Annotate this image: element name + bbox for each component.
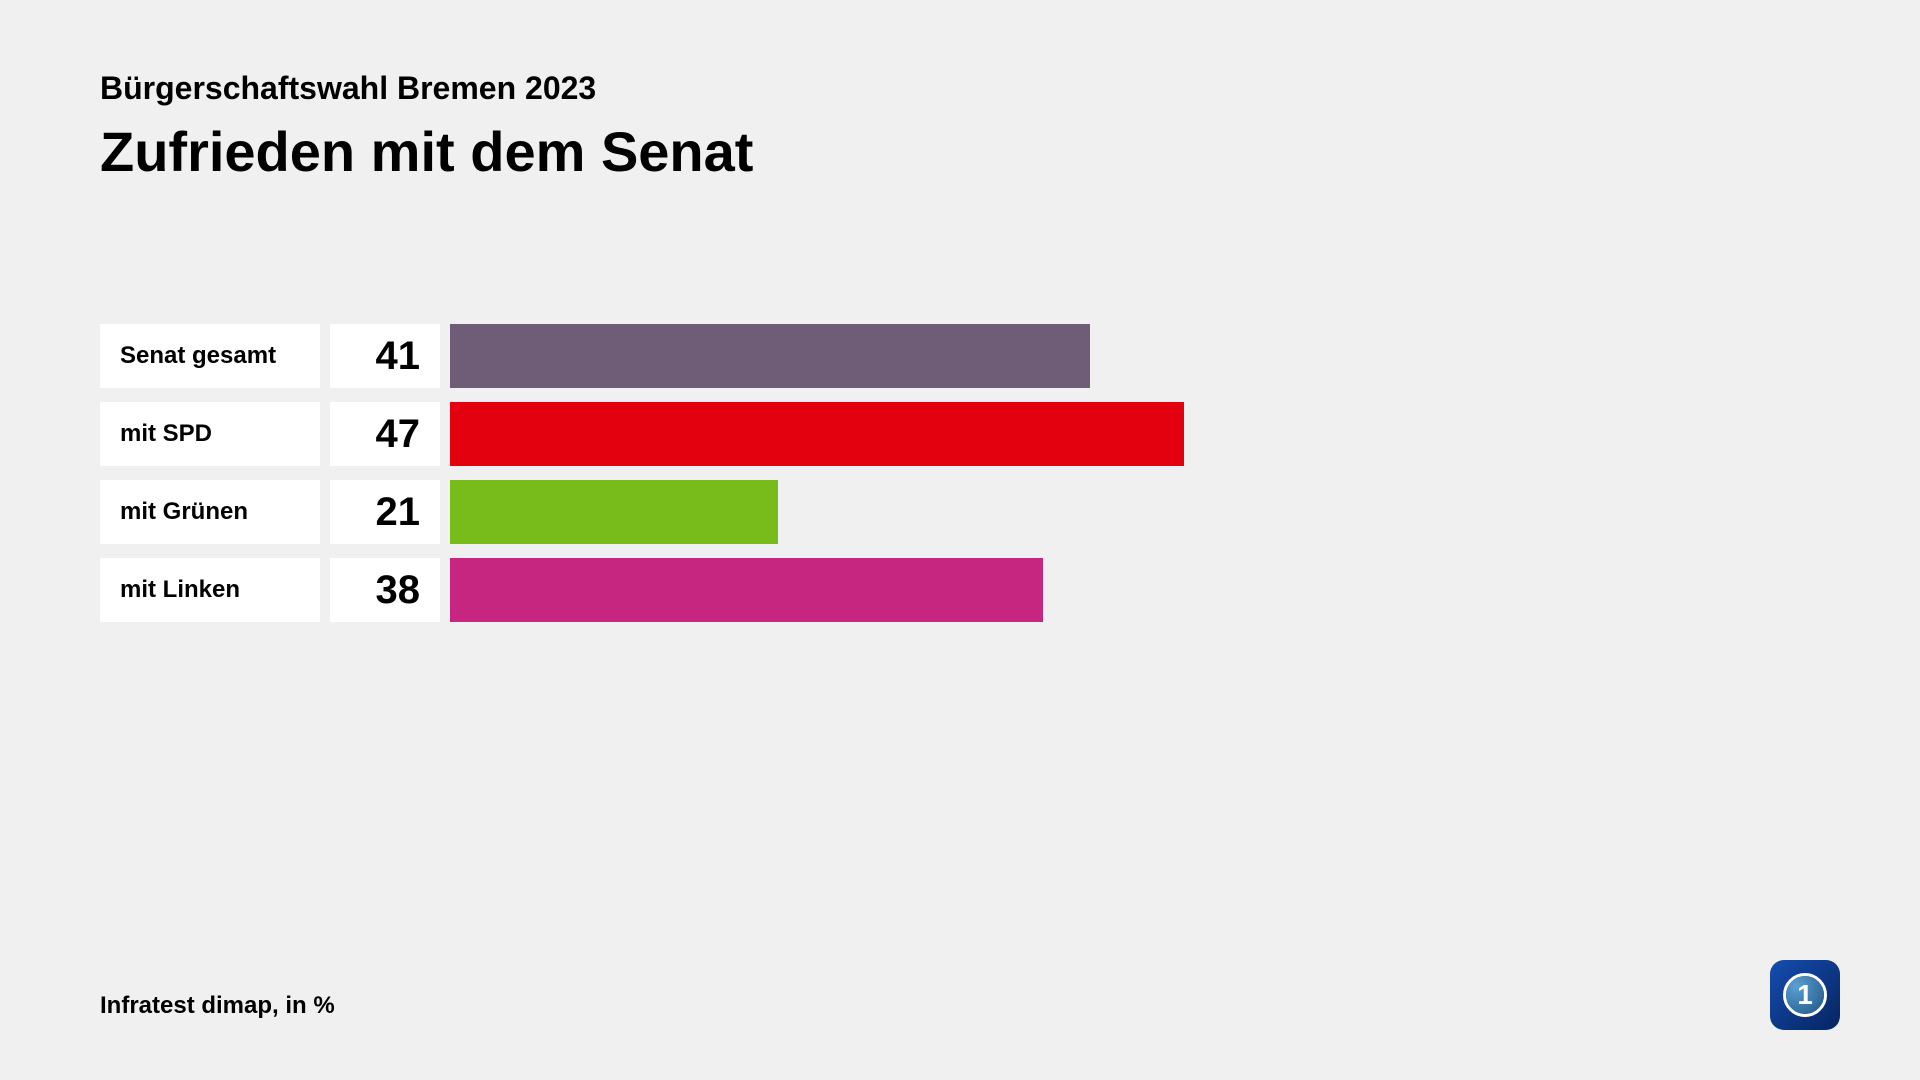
bar-label: Senat gesamt xyxy=(100,324,320,388)
bar-fill xyxy=(450,402,1184,466)
bar-fill xyxy=(450,558,1043,622)
bar-track xyxy=(450,324,1820,388)
bar-track xyxy=(450,558,1820,622)
bar-value: 38 xyxy=(330,558,440,622)
bar-fill xyxy=(450,480,778,544)
chart-container: Bürgerschaftswahl Bremen 2023 Zufrieden … xyxy=(0,0,1920,1080)
bars-area: Senat gesamt41mit SPD47mit Grünen21mit L… xyxy=(100,324,1820,622)
chart-footer: Infratest dimap, in % xyxy=(100,992,335,1020)
bar-track xyxy=(450,402,1820,466)
bar-row: mit Grünen21 xyxy=(100,480,1820,544)
bar-value: 41 xyxy=(330,324,440,388)
bar-row: Senat gesamt41 xyxy=(100,324,1820,388)
bar-value: 21 xyxy=(330,480,440,544)
bar-row: mit SPD47 xyxy=(100,402,1820,466)
bar-fill xyxy=(450,324,1090,388)
bar-value: 47 xyxy=(330,402,440,466)
chart-title: Zufrieden mit dem Senat xyxy=(100,119,1820,184)
bar-row: mit Linken38 xyxy=(100,558,1820,622)
chart-subtitle: Bürgerschaftswahl Bremen 2023 xyxy=(100,70,1820,107)
bar-track xyxy=(450,480,1820,544)
broadcaster-logo: 1 xyxy=(1770,960,1840,1030)
logo-circle: 1 xyxy=(1783,973,1827,1017)
bar-label: mit Linken xyxy=(100,558,320,622)
bar-label: mit SPD xyxy=(100,402,320,466)
bar-label: mit Grünen xyxy=(100,480,320,544)
logo-text: 1 xyxy=(1797,979,1813,1011)
